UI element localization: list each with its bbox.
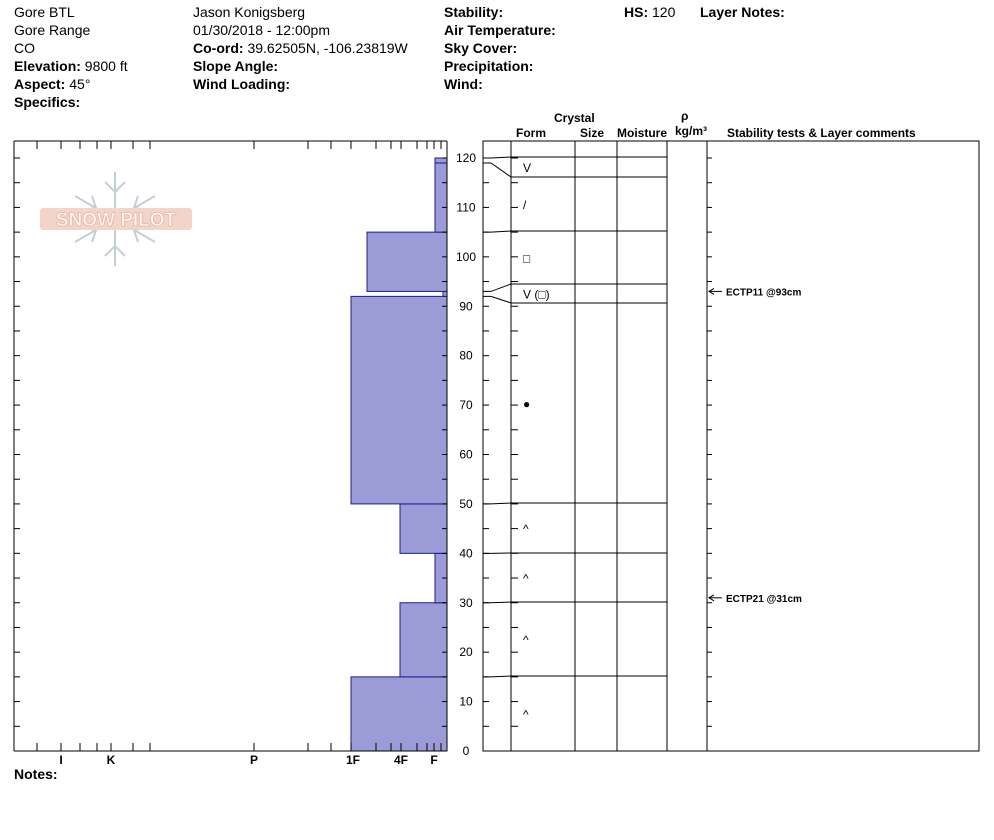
layer-table-frame: [482, 140, 980, 752]
height-tick-label: 80: [459, 349, 473, 363]
hardness-tick-label: P: [250, 753, 258, 767]
elevation-value: 9800 ft: [84, 58, 128, 74]
coord-field: Co-ord: 39.62505N, -106.23819W: [193, 39, 408, 57]
grain-form-symbol: ^: [523, 633, 529, 647]
wind-label: Wind:: [444, 76, 483, 92]
height-tick-label: 30: [459, 596, 473, 610]
stability-test-arrowhead: [708, 287, 715, 295]
layer-notes-label: Layer Notes:: [700, 4, 785, 20]
hs-value: 120: [652, 4, 676, 20]
grain-form-symbol: V: [523, 161, 531, 175]
hardness-tick-label: I: [59, 753, 62, 767]
hardness-bar-1: [399, 602, 448, 678]
sky-cover-label: Sky Cover:: [444, 40, 518, 56]
layer-boundary-connector: [483, 283, 512, 292]
specifics-label: Specifics:: [14, 94, 81, 110]
hardness-bar-4: [350, 295, 448, 505]
size-header: Size: [580, 126, 605, 140]
notes-label: Notes:: [14, 766, 58, 782]
height-tick-label: 90: [459, 299, 473, 313]
height-tick-label: 40: [459, 546, 473, 560]
hs-field: HS: 120: [624, 3, 675, 21]
layer-boundary-connector: [483, 295, 512, 304]
density-unit-header: kg/m³: [675, 124, 708, 138]
height-tick-label: 10: [459, 695, 473, 709]
observer-name: Jason Konigsberg: [193, 4, 306, 20]
range-name: Gore Range: [14, 22, 91, 38]
stability-test-label-1: ECTP21 @31cm: [726, 594, 802, 605]
layer-boundary-connector: [483, 230, 512, 233]
hardness-tick-label: 1F: [346, 753, 360, 767]
coord-label: Co-ord:: [193, 40, 244, 56]
height-tick-label: 120: [456, 151, 476, 165]
height-tick-label: 60: [459, 448, 473, 462]
elevation-field: Elevation: 9800 ft: [14, 57, 128, 75]
hardness-tick-label: F: [430, 753, 437, 767]
grain-form-symbol: /: [523, 198, 527, 212]
layer-boundary-connector: [483, 502, 512, 505]
hardness-tick-label: K: [107, 753, 116, 767]
snowpilot-logo-text: SNOW PILOT: [56, 210, 177, 231]
grain-form-symbol: ^: [523, 522, 529, 536]
stability-test-arrowhead: [708, 594, 715, 602]
site-name: Gore BTL: [14, 4, 75, 20]
hardness-tick-label: 4F: [394, 753, 408, 767]
stability-tests-header: Stability tests & Layer comments: [727, 126, 916, 140]
coord-value: 39.62505N, -106.23819W: [247, 40, 408, 56]
grain-form-symbol: ^: [523, 708, 529, 722]
observation-datetime: 01/30/2018 - 12:00pm: [193, 22, 330, 38]
hardness-bar-7: [434, 162, 448, 233]
height-tick-label: 100: [456, 250, 476, 264]
hardness-bar-5: [442, 290, 448, 297]
snowpilot-logo: SNOW PILOT: [40, 172, 192, 266]
stability-label: Stability:: [444, 4, 504, 20]
state-name: CO: [14, 40, 35, 56]
rho-header: ρ: [681, 109, 689, 123]
aspect-field: Aspect: 45°: [14, 75, 90, 93]
layer-boundary-connector: [483, 162, 512, 178]
hardness-bar-0: [350, 676, 448, 752]
grain-form-symbol: ●: [523, 397, 530, 411]
grain-form-symbol: ^: [523, 572, 529, 586]
hardness-bar-8: [434, 157, 448, 164]
height-tick-label: 20: [459, 645, 473, 659]
height-tick-label: 50: [459, 497, 473, 511]
wind-loading-label: Wind Loading:: [193, 76, 291, 92]
hardness-bar-3: [399, 503, 448, 554]
layer-boundary-connector: [483, 156, 512, 159]
height-tick-label: 110: [456, 200, 475, 214]
grain-form-symbol: V (□): [523, 288, 550, 302]
height-tick-label: 70: [459, 398, 473, 412]
grain-form-symbol: □: [523, 252, 530, 266]
aspect-value: 45°: [69, 76, 91, 92]
slope-angle-label: Slope Angle:: [193, 58, 279, 74]
air-temp-label: Air Temperature:: [444, 22, 556, 38]
height-tick-label: 0: [463, 744, 470, 758]
elevation-label: Elevation:: [14, 58, 81, 74]
precipitation-label: Precipitation:: [444, 58, 534, 74]
layer-boundary-connector: [483, 675, 512, 678]
aspect-label: Aspect:: [14, 76, 66, 92]
hs-label: HS:: [624, 4, 649, 20]
crystal-header: Crystal: [554, 111, 595, 125]
moisture-header: Moisture: [617, 126, 668, 140]
stability-test-label-0: ECTP11 @93cm: [726, 287, 801, 298]
hardness-bar-6: [366, 231, 448, 292]
form-header: Form: [516, 126, 546, 140]
layer-boundary-connector: [483, 601, 512, 604]
